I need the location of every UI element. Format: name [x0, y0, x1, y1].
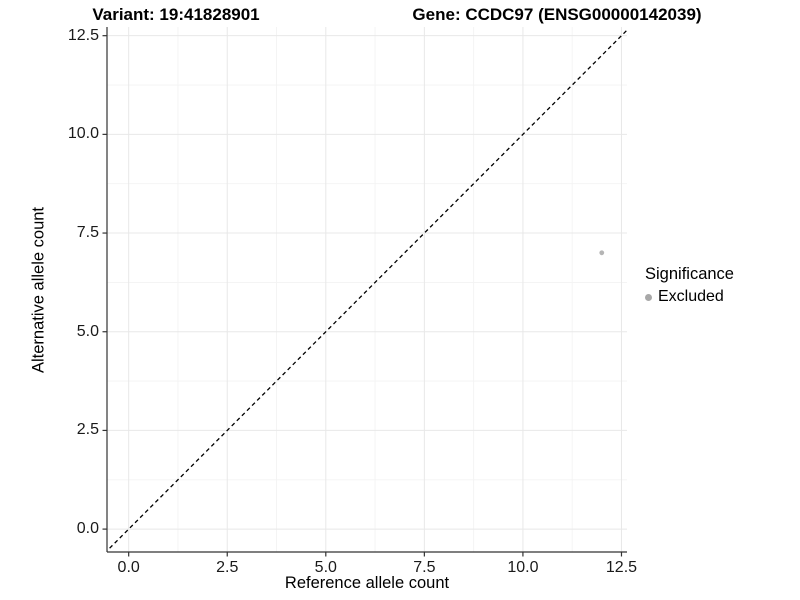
legend-item-label: Excluded — [658, 288, 724, 305]
y-tick-label: 10.0 — [67, 125, 99, 143]
x-tick-label: 2.5 — [216, 559, 239, 576]
y-tick-label: 5.0 — [76, 322, 99, 340]
x-tick-label: 7.5 — [413, 559, 436, 576]
x-tick-label: 5.0 — [314, 559, 337, 576]
plot-title-gene: Gene: CCDC97 (ENSG00000142039) — [412, 5, 702, 24]
y-tick-label: 12.5 — [67, 26, 99, 44]
legend-item-excluded: Excluded — [645, 288, 734, 306]
y-tick-label: 0.0 — [76, 520, 99, 538]
plot-title-variant: Variant: 19:41828901 — [92, 5, 260, 24]
data-point-excluded — [599, 250, 605, 256]
y-tick-label: 7.5 — [76, 224, 99, 242]
excluded-point-marker-icon — [645, 293, 652, 301]
y-tick-label: 2.5 — [76, 421, 99, 439]
legend: Significance Excluded — [645, 265, 734, 306]
x-tick-label: 0.0 — [117, 559, 140, 576]
x-axis-title: Reference allele count — [284, 574, 450, 592]
x-tick-label: 10.0 — [507, 559, 539, 576]
legend-title: Significance — [645, 265, 734, 283]
x-tick-label: 12.5 — [605, 559, 638, 576]
y-axis-title: Alternative allele count — [29, 206, 48, 374]
identity-dashed-line — [107, 29, 627, 552]
